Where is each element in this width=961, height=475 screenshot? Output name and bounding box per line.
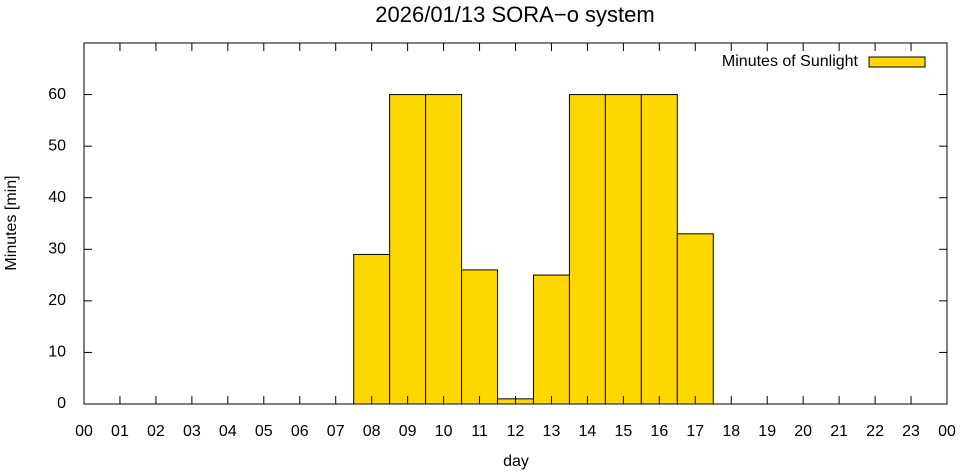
y-axis-label: Minutes [min]	[3, 175, 20, 270]
x-tick-label: 06	[291, 423, 309, 440]
bar	[353, 253, 391, 405]
x-tick-label: 04	[219, 423, 237, 440]
x-tick-label: 00	[938, 423, 956, 440]
x-tick-label: 09	[399, 423, 417, 440]
x-tick-label: 10	[435, 423, 453, 440]
x-tick-label: 00	[75, 423, 93, 440]
x-tick-label: 20	[794, 423, 812, 440]
x-tick-label: 13	[543, 423, 561, 440]
y-tick-label: 40	[48, 189, 66, 206]
x-tick-label: 18	[722, 423, 740, 440]
y-tick-label: 20	[48, 292, 66, 309]
y-tick-label: 0	[57, 395, 66, 412]
x-tick-label: 14	[579, 423, 597, 440]
bar	[640, 94, 678, 405]
x-tick-label: 19	[758, 423, 776, 440]
y-tick-label: 30	[48, 241, 66, 258]
x-tick-label: 08	[363, 423, 381, 440]
x-tick-label: 11	[471, 423, 488, 440]
bar	[389, 94, 427, 405]
x-tick-label: 07	[327, 423, 345, 440]
legend-label: Minutes of Sunlight	[722, 53, 859, 70]
bar	[568, 94, 606, 405]
bar	[461, 269, 499, 405]
bar	[532, 274, 570, 405]
x-tick-label: 12	[507, 423, 525, 440]
x-axis-label: day	[503, 453, 529, 470]
x-tick-label: 02	[147, 423, 165, 440]
x-tick-label: 22	[866, 423, 884, 440]
legend-swatch	[868, 56, 926, 68]
x-tick-label: 16	[650, 423, 668, 440]
y-tick-label: 60	[48, 86, 66, 103]
bar	[676, 233, 714, 405]
x-tick-label: 15	[614, 423, 632, 440]
x-tick-label: 23	[902, 423, 920, 440]
bar	[425, 94, 463, 405]
x-tick-label: 03	[183, 423, 201, 440]
plot-frame	[83, 42, 948, 405]
x-tick-label: 21	[830, 423, 848, 440]
x-tick-label: 01	[111, 423, 129, 440]
x-tick-label: 17	[686, 423, 704, 440]
bar	[604, 94, 642, 405]
y-tick-label: 10	[48, 344, 66, 361]
y-tick-label: 50	[48, 137, 66, 154]
x-tick-label: 05	[255, 423, 273, 440]
chart-title: 2026/01/13 SORA−o system	[375, 2, 654, 27]
